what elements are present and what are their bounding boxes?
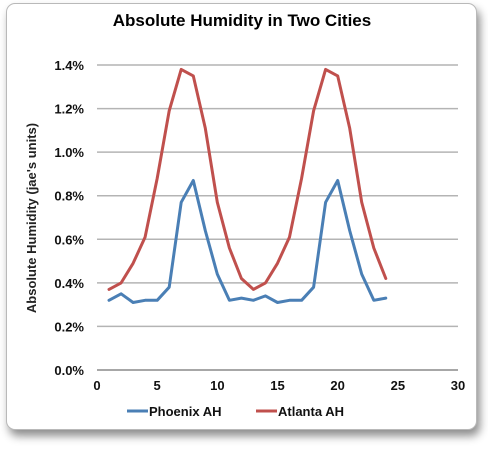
x-tick-label: 30 [451, 378, 465, 393]
series-lines [107, 67, 388, 304]
y-tick-labels: 0.0% 0.2% 0.4% 0.6% 0.8% 1.0% 1.2% 1.4% [54, 58, 84, 378]
gridlines [97, 64, 458, 371]
y-tick-label: 1.0% [54, 145, 84, 160]
x-tick-label: 0 [93, 378, 100, 393]
y-tick-label: 0.0% [54, 363, 84, 378]
x-tick-label: 10 [210, 378, 224, 393]
y-tick-label: 1.4% [54, 58, 84, 73]
legend-label: Atlanta AH [278, 404, 344, 419]
y-axis-label: Absolute Humidity (jae's units) [24, 123, 39, 313]
y-tick-label: 0.6% [54, 232, 84, 247]
chart-card [6, 3, 477, 430]
x-tick-label: 15 [270, 378, 284, 393]
legend: Phoenix AH Atlanta AH [127, 404, 344, 419]
y-tick-label: 0.2% [54, 319, 84, 334]
x-tick-label: 5 [154, 378, 161, 393]
series-line-atlanta [107, 67, 388, 291]
series-line-phoenix [107, 179, 388, 304]
y-tick-label: 0.8% [54, 189, 84, 204]
x-tick-label: 20 [330, 378, 344, 393]
legend-label: Phoenix AH [149, 404, 221, 419]
chart-title: Absolute Humidity in Two Cities [113, 11, 371, 30]
x-tick-labels: 0 5 10 15 20 25 30 [93, 378, 465, 393]
y-tick-label: 1.2% [54, 102, 84, 117]
y-tick-label: 0.4% [54, 276, 84, 291]
x-tick-label: 25 [391, 378, 405, 393]
